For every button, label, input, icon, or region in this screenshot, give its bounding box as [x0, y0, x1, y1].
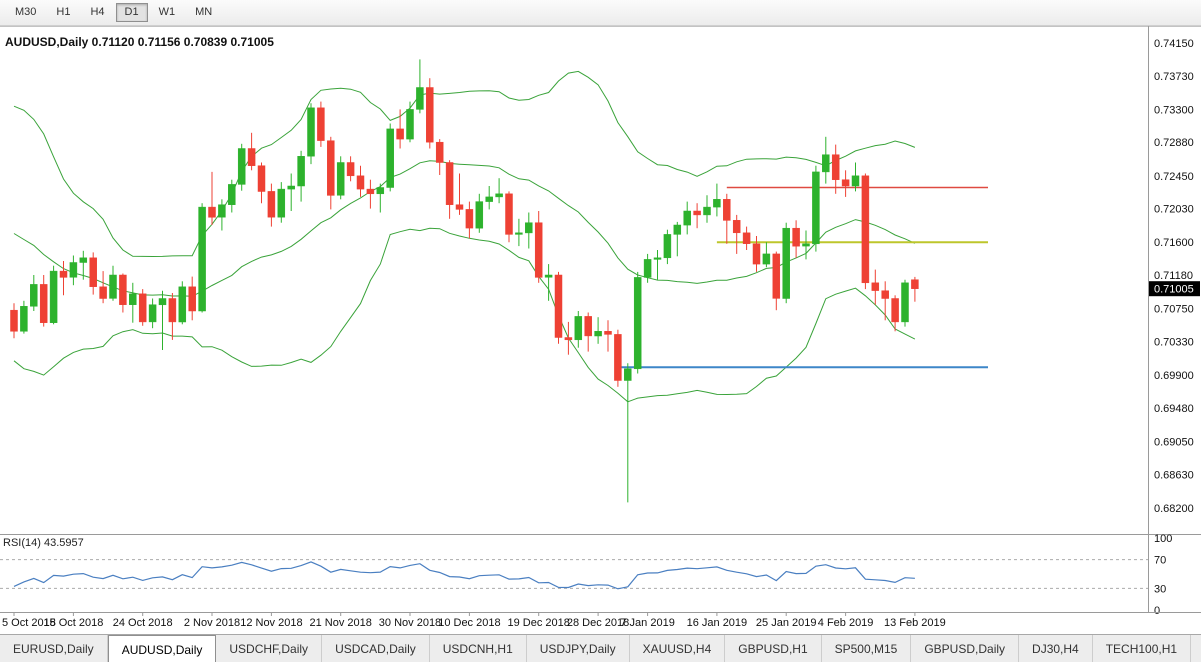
- price-axis-label: 0.73730: [1154, 71, 1194, 83]
- date-axis-label: 5 Oct 2018: [2, 617, 56, 629]
- price-axis-label: 0.71600: [1154, 237, 1194, 249]
- chart-tabs: EURUSD,Daily AUDUSD,Daily USDCHF,Daily USDC…: [0, 634, 1201, 662]
- date-axis-label: 4 Feb 2019: [818, 617, 874, 629]
- timeframe-button-d1[interactable]: D1: [115, 3, 148, 22]
- rsi-indicator-label: RSI(14) 43.5957: [3, 537, 84, 549]
- price-axis-label: 0.73300: [1154, 104, 1194, 116]
- chart-tab-usdcnh-h1[interactable]: USDCNH,H1: [430, 635, 527, 662]
- price-axis-label: 0.69480: [1154, 403, 1194, 415]
- chart-title: AUDUSD,Daily 0.71120 0.71156 0.70839 0.7…: [5, 35, 274, 49]
- date-axis-label: 2 Nov 2018: [184, 617, 240, 629]
- timeframe-button-h1[interactable]: H1: [47, 3, 79, 22]
- chart-tab-xauusd-h4[interactable]: XAUUSD,H4: [630, 635, 726, 662]
- chart-tab-gbpusd-h1[interactable]: GBPUSD,H1: [725, 635, 822, 662]
- date-axis-label: 7 Jan 2019: [620, 617, 674, 629]
- price-axis-label: 0.74150: [1154, 38, 1194, 50]
- price-chart[interactable]: 0.74150 0.73730 0.73300 0.72880 0.72450 0.720…: [0, 26, 1201, 634]
- date-axis-label: 16 Jan 2019: [687, 617, 748, 629]
- timeframe-button-w1[interactable]: W1: [150, 3, 185, 22]
- price-axis-label: 0.70750: [1154, 304, 1194, 316]
- price-axis-label: 0.69900: [1154, 370, 1194, 382]
- bollinger-bands: [13, 70, 916, 403]
- chart-tab-eurusd-daily[interactable]: EURUSD,Daily: [0, 635, 108, 662]
- timeframe-button-h4[interactable]: H4: [81, 3, 113, 22]
- candlesticks: [10, 59, 919, 503]
- rsi-axis-label: 0: [1154, 605, 1160, 617]
- price-axis-label: 0.70330: [1154, 336, 1194, 348]
- chart-tab-usdjpy-daily[interactable]: USDJPY,Daily: [527, 635, 630, 662]
- chart-tab-usdchf-daily[interactable]: USDCHF,Daily: [216, 635, 323, 662]
- rsi-line: [13, 561, 915, 590]
- date-axis-label: 13 Feb 2019: [884, 617, 946, 629]
- price-axis-label: 0.71180: [1154, 270, 1193, 282]
- chart-tab-ul[interactable]: Ul: [1191, 635, 1201, 662]
- chart-tab-gbpusd-daily[interactable]: GBPUSD,Daily: [911, 635, 1020, 662]
- date-axis-label: 25 Jan 2019: [756, 617, 817, 629]
- chart-tab-audusd-daily[interactable]: AUDUSD,Daily: [107, 635, 217, 662]
- price-axis-label: 0.68200: [1154, 503, 1194, 515]
- price-axis-label: 0.68630: [1154, 469, 1194, 481]
- price-axis-label: 0.69050: [1154, 436, 1194, 448]
- chart-tab-tech100-h1[interactable]: TECH100,H1: [1093, 635, 1192, 662]
- chart-tab-sp500-m15[interactable]: SP500,M15: [822, 635, 912, 662]
- current-price-tag: 0.71005: [1149, 281, 1200, 297]
- chart-tab-dj30-h4[interactable]: DJ30,H4: [1019, 635, 1093, 662]
- chart-window[interactable]: 0.74150 0.73730 0.73300 0.72880 0.72450 0.720…: [0, 26, 1201, 634]
- timeframe-toolbar: M30 H1 H4 D1 W1 MN: [0, 0, 1201, 26]
- date-axis-label: 19 Dec 2018: [508, 617, 570, 629]
- chart-tab-usdcad-daily[interactable]: USDCAD,Daily: [322, 635, 430, 662]
- timeframe-button-m30[interactable]: M30: [6, 3, 45, 22]
- price-axis-label: 0.72450: [1154, 171, 1194, 183]
- date-axis-label: 21 Nov 2018: [310, 617, 372, 629]
- date-axis-label: 12 Nov 2018: [240, 617, 302, 629]
- date-axis-label: 28 Dec 2018: [567, 617, 629, 629]
- date-axis-label: 10 Dec 2018: [438, 617, 500, 629]
- timeframe-button-mn[interactable]: MN: [186, 3, 221, 22]
- rsi-axis-label: 30: [1154, 583, 1166, 595]
- date-axis-label: 15 Oct 2018: [43, 617, 103, 629]
- price-axis[interactable]: 0.74150 0.73730 0.73300 0.72880 0.72450 0.720…: [1154, 38, 1194, 515]
- price-axis-label: 0.72030: [1154, 204, 1194, 216]
- rsi-axis: 100 70 30 0: [1154, 533, 1172, 617]
- date-axis-label: 30 Nov 2018: [379, 617, 441, 629]
- rsi-axis-label: 70: [1154, 555, 1166, 567]
- price-axis-label: 0.72880: [1154, 137, 1194, 149]
- current-price-value: 0.71005: [1154, 284, 1194, 296]
- date-axis-label: 24 Oct 2018: [113, 617, 173, 629]
- rsi-axis-label: 100: [1154, 533, 1172, 545]
